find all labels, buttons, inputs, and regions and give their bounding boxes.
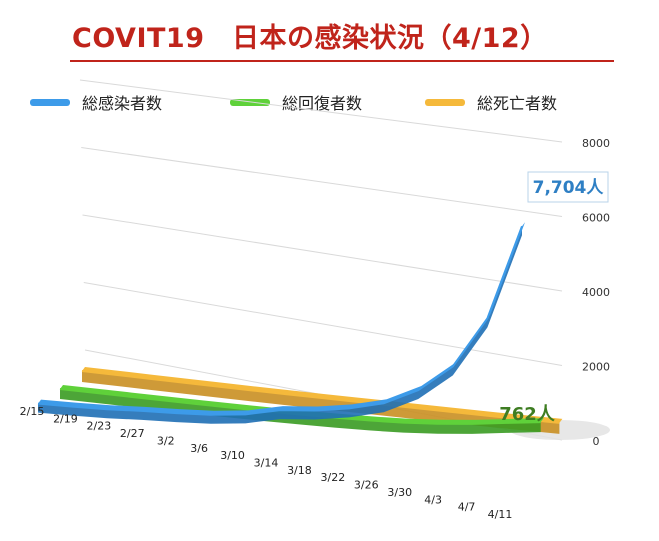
x-tick-label: 2/27 xyxy=(120,427,145,440)
legend-label-deaths: 総死亡者数 xyxy=(477,94,558,113)
x-tick-label: 3/26 xyxy=(354,479,379,492)
series-ribbon-top-0 xyxy=(38,222,525,415)
x-tick-label: 3/30 xyxy=(387,486,412,499)
x-tick-label: 3/2 xyxy=(157,434,175,447)
series-ribbon-side-1 xyxy=(60,389,541,434)
x-tick-label: 3/6 xyxy=(190,442,208,455)
x-tick-label: 3/10 xyxy=(220,449,245,462)
gridline xyxy=(81,147,563,217)
gridline xyxy=(82,214,563,292)
chart-title: COVIT19 日本の感染状況（4/12） xyxy=(72,23,548,54)
legend-item-infected: 総感染者数 xyxy=(30,90,162,114)
x-tick-label: 3/18 xyxy=(287,464,312,477)
y-tick-label: 4000 xyxy=(582,286,610,299)
end-label-recovered: 762人 xyxy=(499,404,556,425)
x-tick-label: 2/19 xyxy=(53,412,78,425)
title-underline xyxy=(70,60,614,62)
legend-swatch-deaths xyxy=(425,98,465,106)
x-tick-label: 3/22 xyxy=(321,471,346,484)
series-ribbon-top-2 xyxy=(82,367,563,423)
y-tick-label: 8000 xyxy=(582,137,610,150)
legend-item-deaths: 総死亡者数 xyxy=(425,90,557,114)
end-label-infected: 7,704人 xyxy=(533,178,605,198)
legend-swatch-infected xyxy=(30,98,70,106)
x-tick-label: 2/23 xyxy=(87,420,112,433)
y-tick-label: 0 xyxy=(593,435,600,448)
end-label-box-infected xyxy=(527,171,609,203)
x-tick-label: 4/3 xyxy=(424,493,442,506)
series-ribbon-side-2 xyxy=(82,371,560,434)
gridlines: 0 2000 4000 6000 8000 xyxy=(79,79,610,448)
y-tick-label: 6000 xyxy=(582,212,610,225)
legend-label-infected: 総感染者数 xyxy=(82,94,163,113)
series-ribbon-top-1 xyxy=(60,385,544,424)
x-tick-label: 4/7 xyxy=(458,501,476,514)
x-tick-label: 3/14 xyxy=(254,457,279,470)
x-tick-label: 2/15 xyxy=(20,405,45,418)
gridline xyxy=(79,79,563,143)
x-tick-label: 4/11 xyxy=(488,508,513,521)
series-line-2 xyxy=(81,370,560,424)
gridline xyxy=(83,282,563,366)
y-tick-label: 2000 xyxy=(582,361,610,374)
series-line-0 xyxy=(37,225,523,416)
